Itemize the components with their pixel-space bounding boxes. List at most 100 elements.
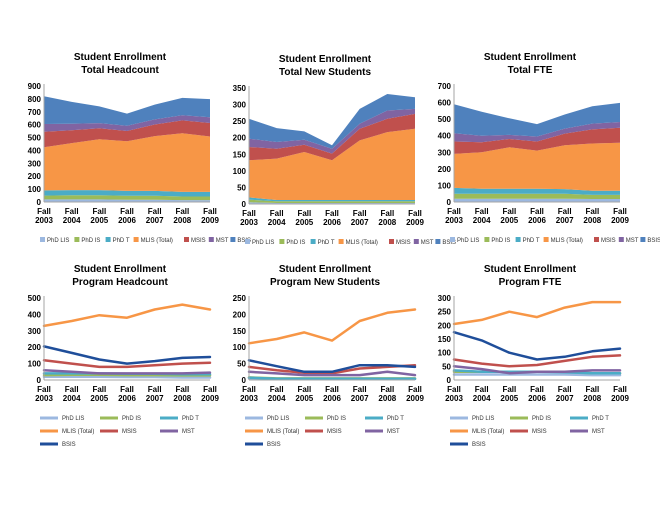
x-tick-label: Fall 2008 — [378, 385, 396, 403]
y-tick-label: 700 — [438, 82, 452, 91]
chart-total-new-students: Student Enrollment Total New Students 0 50 1… — [225, 52, 456, 252]
y-tick-label: 300 — [438, 148, 452, 157]
line-series — [452, 354, 622, 368]
chart-title: Student Enrollment — [74, 264, 167, 275]
legend-swatch — [279, 239, 285, 244]
legend-label: PhD T — [182, 416, 199, 422]
legend-label: BSIS — [472, 442, 486, 448]
area-series — [454, 102, 620, 137]
legend-label: MSIS — [327, 429, 342, 435]
line-series — [247, 308, 417, 345]
line-series — [452, 300, 622, 326]
y-tick-label: 0 — [242, 376, 247, 385]
legend-entry: MST — [413, 239, 434, 246]
y-tick-label: 400 — [438, 132, 452, 141]
y-tick-label: 350 — [233, 84, 247, 93]
legend-entry: PhD T — [310, 239, 335, 246]
legend-entry: BSIS — [40, 442, 76, 448]
chart-total-fte: Student Enrollment Total FTE 0 100 200 300 400… — [430, 50, 660, 250]
area-series — [454, 142, 620, 191]
x-tick-label: Fall 2005 — [295, 385, 313, 403]
area-series — [44, 199, 210, 202]
area-series — [454, 193, 620, 199]
x-tick-label: Fall 2007 — [351, 209, 369, 227]
legend-entry: BSIS — [435, 239, 456, 246]
y-tick-label: 0 — [37, 376, 42, 385]
area-series — [44, 115, 210, 132]
legend-swatch — [74, 237, 80, 242]
x-tick-label: Fall 2008 — [378, 209, 396, 227]
y-tick-label: 250 — [233, 117, 247, 126]
line-series — [42, 303, 212, 328]
x-tick-label: Fall 2005 — [500, 385, 518, 403]
area-series — [249, 128, 415, 200]
x-tick-label: Fall 2004 — [63, 385, 81, 403]
legend-label: PhD IS — [122, 416, 141, 422]
y-tick-label: 100 — [438, 349, 452, 358]
chart-subtitle: Program New Students — [270, 277, 380, 288]
y-tick-label: 250 — [438, 308, 452, 317]
y-tick-label: 500 — [28, 134, 42, 143]
legend-entry: MST — [365, 429, 400, 435]
chart-program-fte: Student Enrollment Program FTE 0 50 100 150 20… — [430, 262, 640, 472]
legend-swatch — [245, 239, 250, 244]
y-tick-label: 0 — [447, 376, 452, 385]
chart-title: Student Enrollment — [279, 54, 372, 65]
chart-title: Student Enrollment — [74, 52, 167, 63]
y-tick-label: 400 — [28, 310, 42, 319]
legend-label: PhD IS — [81, 238, 100, 244]
area-series — [44, 190, 210, 197]
y-tick-label: 500 — [28, 294, 42, 303]
legend-swatch — [515, 237, 521, 242]
legend-entry: PhD T — [365, 416, 404, 422]
legend-swatch — [310, 239, 316, 244]
y-tick-label: 300 — [28, 159, 42, 168]
x-tick-label: Fall 2008 — [583, 385, 601, 403]
area-series — [44, 96, 210, 126]
legend-entry: PhD LIS — [40, 237, 69, 244]
y-tick-label: 800 — [28, 95, 42, 104]
legend-entry: PhD LIS — [40, 416, 84, 422]
legend-entry: PhD IS — [510, 416, 551, 422]
legend-entry: MLIS (Total) — [543, 237, 583, 244]
x-tick-label: Fall 2003 — [35, 385, 53, 403]
legend-label: MST — [182, 429, 195, 435]
line-series — [247, 363, 417, 375]
legend-entry: PhD T — [105, 237, 130, 244]
legend-swatch — [133, 237, 139, 242]
legend-swatch — [389, 239, 394, 244]
y-tick-label: 200 — [28, 343, 42, 352]
y-tick-label: 200 — [28, 172, 42, 181]
chart-subtitle: Total New Students — [279, 67, 371, 78]
x-tick-label: Fall 2009 — [201, 385, 219, 403]
legend-label: MST — [387, 429, 400, 435]
line-series — [452, 330, 622, 361]
y-tick-label: 200 — [438, 165, 452, 174]
legend-entry: PhD IS — [100, 416, 141, 422]
x-tick-label: Fall 2009 — [201, 207, 219, 225]
legend-entry: PhD LIS — [450, 416, 494, 422]
y-tick-label: 150 — [233, 327, 247, 336]
chart-title: Student Enrollment — [279, 264, 372, 275]
legend-label: MST — [216, 238, 229, 244]
legend-label: PhD T — [387, 416, 404, 422]
x-tick-label: Fall 2003 — [445, 385, 463, 403]
x-tick-label: Fall 2004 — [63, 207, 81, 225]
legend-label: PhD T — [523, 238, 540, 244]
x-tick-label: Fall 2006 — [528, 385, 546, 403]
y-tick-label: 150 — [438, 335, 452, 344]
legend-entry: MLIS (Total) — [40, 429, 94, 435]
x-tick-label: Fall 2008 — [583, 207, 601, 225]
area-series — [249, 199, 415, 203]
legend-label: PhD LIS — [47, 238, 69, 244]
legend-swatch — [618, 237, 624, 242]
y-tick-label: 100 — [233, 167, 247, 176]
chart-subtitle: Program FTE — [499, 277, 562, 288]
x-tick-label: Fall 2006 — [118, 207, 136, 225]
x-tick-label: Fall 2006 — [528, 207, 546, 225]
chart-title: Student Enrollment — [484, 264, 577, 275]
legend-label: PhD T — [113, 238, 130, 244]
area-series — [44, 195, 210, 201]
x-tick-label: Fall 2007 — [556, 207, 574, 225]
legend-entry: BSIS — [640, 237, 660, 244]
